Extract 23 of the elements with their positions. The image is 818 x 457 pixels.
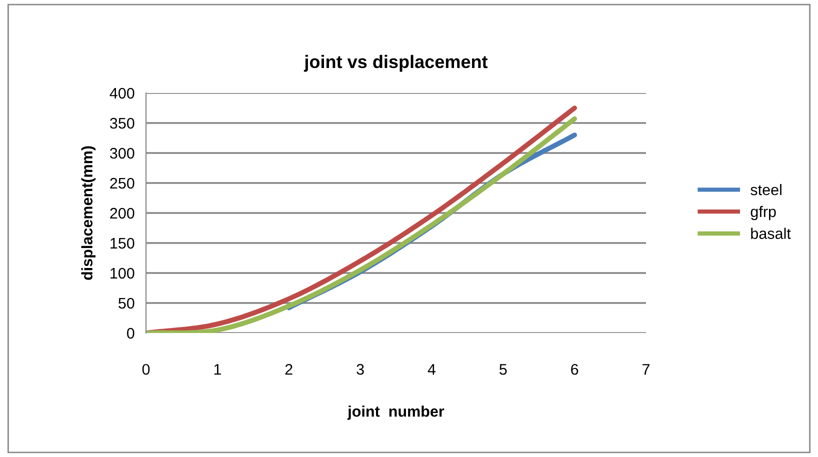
x-tick-label: 0 <box>142 364 150 375</box>
y-tick-label: 0 <box>126 328 134 339</box>
chart-title: joint vs displacement <box>304 54 488 72</box>
x-tick-label: 1 <box>214 364 221 375</box>
x-axis-title: joint number <box>347 406 444 420</box>
legend-label: steel <box>750 184 782 196</box>
y-tick-label: 250 <box>110 178 134 189</box>
y-tick-label: 300 <box>110 148 134 159</box>
y-tick-label: 400 <box>110 88 134 99</box>
y-tick-label: 50 <box>118 298 134 309</box>
y-tick-label: 350 <box>110 118 134 129</box>
x-tick-label: 6 <box>571 364 578 375</box>
x-tick-label: 5 <box>500 364 507 375</box>
y-tick-label: 100 <box>110 268 134 279</box>
x-tick-label: 7 <box>642 364 650 375</box>
x-tick-label: 3 <box>356 364 364 375</box>
y-axis-title: displacement(mm) <box>81 146 96 280</box>
y-tick-label: 150 <box>110 238 134 249</box>
y-tick-label: 200 <box>110 208 134 219</box>
legend-label: gfrp <box>750 206 776 220</box>
x-tick-label: 2 <box>285 364 292 375</box>
x-tick-label: 4 <box>428 364 436 375</box>
legend-label: basalt <box>751 228 791 239</box>
